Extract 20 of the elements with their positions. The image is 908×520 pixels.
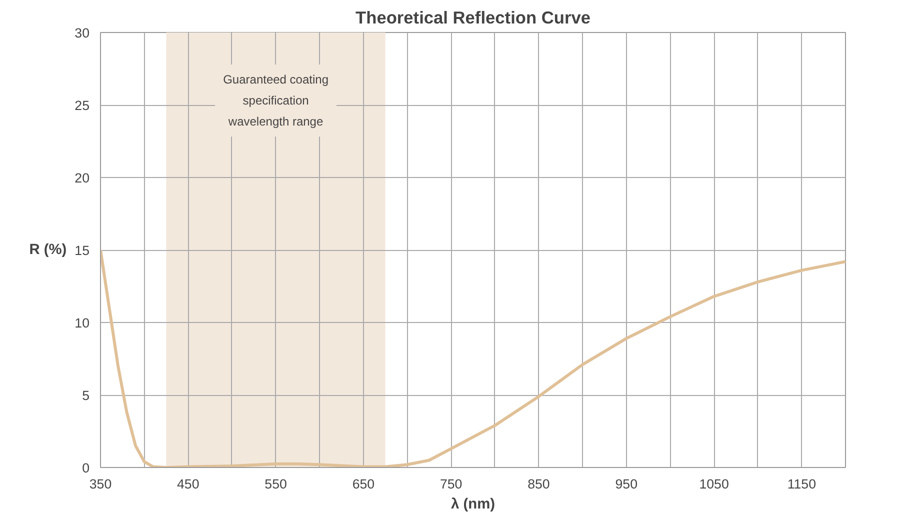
x-tick-label: 750 — [440, 476, 462, 492]
chart-title: Theoretical Reflection Curve — [356, 8, 591, 28]
y-tick-label: 5 — [82, 388, 90, 403]
band-label: Guaranteed coating specification wavelength range — [223, 72, 329, 128]
y-tick-label: 30 — [74, 26, 90, 40]
x-tick-label: 350 — [89, 476, 112, 492]
y-tick-label: 25 — [74, 98, 90, 113]
x-tick-label: 550 — [264, 476, 287, 492]
x-tick-label: 850 — [528, 476, 550, 492]
x-axis-title: λ (nm) — [451, 496, 496, 512]
y-tick-label: 15 — [74, 243, 90, 258]
x-tick-label: 950 — [615, 476, 638, 492]
x-tick-label: 450 — [177, 476, 200, 492]
y-tick-label: 0 — [82, 460, 90, 476]
x-tick-label: 1050 — [699, 476, 729, 492]
x-tick-label: 1150 — [787, 476, 816, 492]
x-tick-label: 650 — [352, 476, 375, 492]
y-tick-label: 20 — [74, 170, 90, 186]
y-axis-title: R (%) — [29, 242, 67, 258]
y-tick-label: 10 — [74, 316, 90, 330]
